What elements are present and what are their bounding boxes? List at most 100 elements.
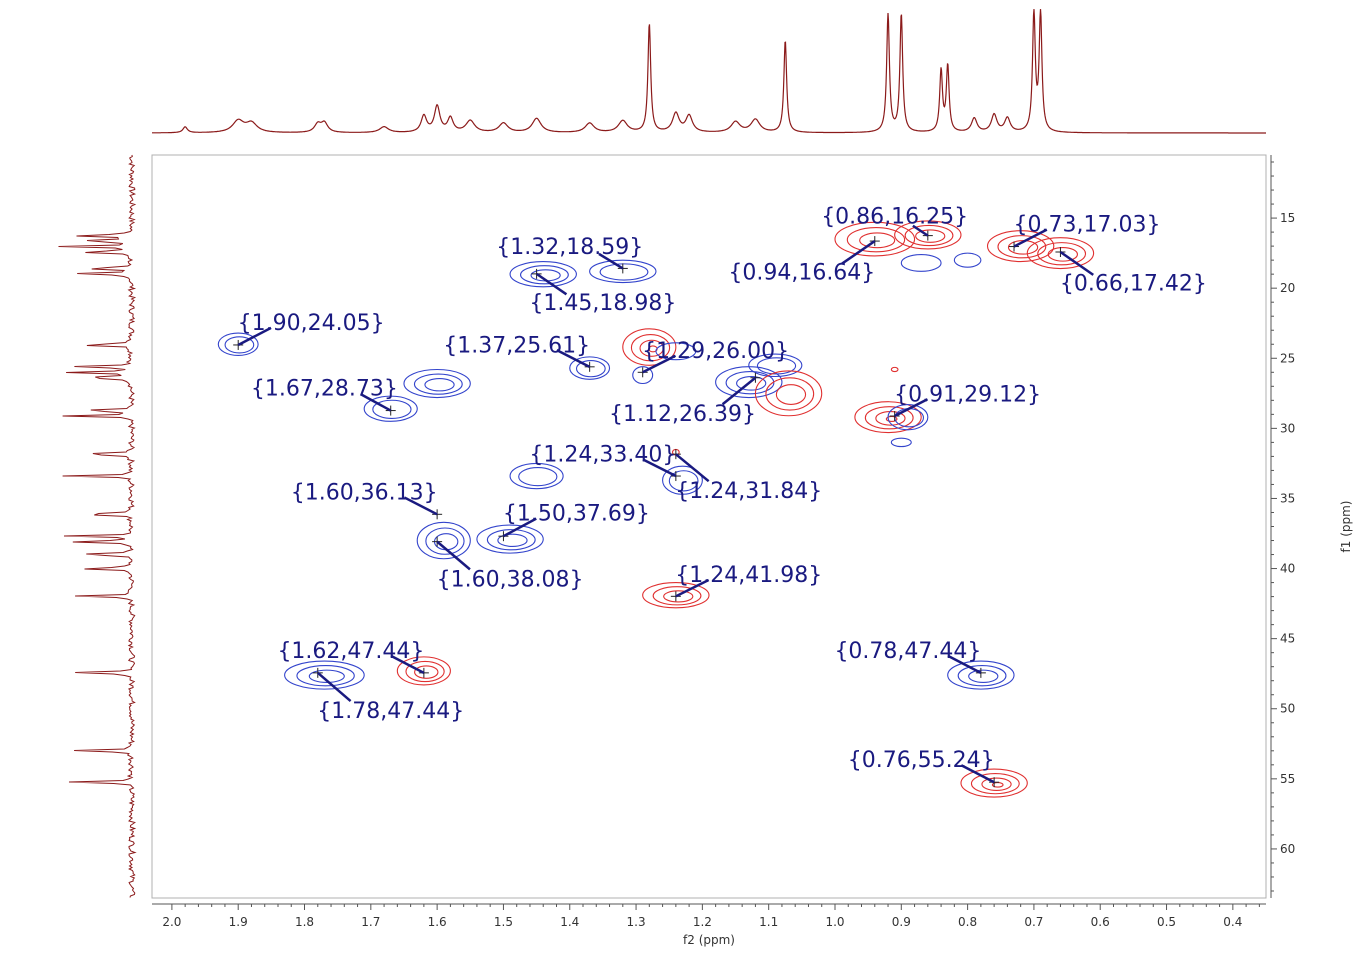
contour-positive <box>986 230 1055 263</box>
contour-negative <box>668 470 699 492</box>
peak-label: {1.62,47.44} <box>277 639 424 664</box>
x-tick-label: 1.8 <box>295 915 314 929</box>
x-axis: 2.0 1.9 1.8 1.7 1.6 1.5 1.4 1.3 1.2 1.1 1.0 0.9 0.8 0… <box>152 903 1266 929</box>
peak-leader <box>960 764 995 784</box>
contour-negative <box>284 660 365 690</box>
contour-negative <box>509 462 564 490</box>
contour-positive <box>997 235 1047 259</box>
f2-projection-trace <box>152 9 1266 134</box>
contour-positive <box>414 665 439 679</box>
contour-positive <box>904 224 954 247</box>
peak-leader <box>894 398 929 418</box>
contour-negative <box>416 521 471 560</box>
x-tick-label: 0.6 <box>1091 915 1110 929</box>
peak-label: {0.66,17.42} <box>1060 272 1207 297</box>
contour-positive <box>630 333 671 362</box>
peak-label: {1.24,33.40} <box>529 443 676 468</box>
contour-negative <box>900 253 942 272</box>
contour-negative <box>575 360 606 378</box>
x-tick-label: 1.0 <box>825 915 844 929</box>
x-tick-label: 1.3 <box>627 915 646 929</box>
contour-negative <box>599 263 649 281</box>
contour-negative <box>589 259 657 284</box>
contour-negative <box>887 403 929 431</box>
contour-positive <box>981 777 1012 791</box>
peak-label: {1.60,38.08} <box>437 567 584 592</box>
contour-negative <box>403 368 471 399</box>
peak-leader <box>675 578 710 598</box>
contour-positive <box>663 590 694 603</box>
contour-negative <box>756 357 797 375</box>
contour-positive <box>1037 242 1087 266</box>
contour-negative <box>476 524 544 554</box>
y-axis: 15 20 25 30 35 40 45 50 55 60 <box>1270 155 1295 898</box>
peak-leader <box>390 654 425 674</box>
contour-negative <box>509 260 577 288</box>
x-axis-title: f2 (ppm) <box>683 933 735 947</box>
peak-leader <box>1059 250 1094 276</box>
peak-leader <box>642 458 677 478</box>
contour-positive <box>834 221 916 257</box>
peak-label: {0.94,16.64} <box>728 260 875 285</box>
peak-leader <box>316 671 352 702</box>
x-tick-label: 1.6 <box>428 915 447 929</box>
contour-positive <box>405 660 445 683</box>
contour-positive <box>859 232 896 249</box>
contour-positive <box>960 768 1028 798</box>
contour-positive <box>639 339 664 357</box>
contour-negative <box>425 527 465 555</box>
peak-leader <box>403 496 438 516</box>
contour-positive <box>642 582 710 609</box>
contour-positive <box>1047 246 1078 262</box>
contour-negative <box>308 669 345 684</box>
contour-negative <box>372 399 412 419</box>
x-tick-label: 0.7 <box>1024 915 1043 929</box>
peak-leader <box>675 453 710 483</box>
peak-labels: {0.86,16.25} {0.94,16.64} {0.73,17.03} {0.6… <box>238 204 1207 773</box>
y-tick-label: 45 <box>1280 632 1295 646</box>
contour-negative <box>953 252 982 268</box>
peak-markers <box>233 224 1094 788</box>
peak-leader <box>721 376 757 406</box>
contour-positive <box>890 366 899 373</box>
peak-leader <box>912 224 929 237</box>
plot-frame <box>151 154 1267 899</box>
peak-label: {0.76,55.24} <box>848 748 995 773</box>
contour-negative <box>662 465 703 495</box>
contour-negative <box>413 373 463 395</box>
y-tick-label: 60 <box>1280 842 1295 856</box>
contour-positive <box>894 220 962 250</box>
peak-label: {1.67,28.73} <box>251 377 398 402</box>
contour-negative <box>655 342 697 361</box>
contour-negative <box>486 529 536 551</box>
y-axis-title: f1 (ppm) <box>1339 501 1353 553</box>
peak-label: {1.90,24.05} <box>238 311 385 336</box>
peak-leader <box>1013 228 1048 248</box>
contour-positive <box>854 401 922 434</box>
peak-label: {1.24,41.98} <box>675 563 822 588</box>
y-tick-label: 35 <box>1280 491 1295 505</box>
peak-leader <box>360 393 392 412</box>
peak-leader <box>598 252 624 270</box>
contour-negative <box>725 371 775 395</box>
x-tick-label: 0.8 <box>958 915 977 929</box>
peak-label: {1.78,47.44} <box>317 699 464 724</box>
contour-negative <box>224 336 255 354</box>
peak-label: {1.45,18.98} <box>529 291 676 316</box>
contour-negative <box>424 377 455 392</box>
peak-leader <box>947 654 982 674</box>
contour-negative <box>520 265 569 285</box>
contour-negative <box>296 665 355 687</box>
y-tick-label: 20 <box>1280 281 1295 295</box>
y-tick-label: 25 <box>1280 351 1295 365</box>
peak-leader <box>436 540 471 571</box>
x-tick-label: 1.9 <box>229 915 248 929</box>
x-tick-label: 2.0 <box>162 915 181 929</box>
x-tick-label: 1.5 <box>494 915 513 929</box>
peak-label: {0.91,29.12} <box>894 382 1041 407</box>
peak-leader <box>502 517 537 538</box>
x-tick-label: 0.9 <box>892 915 911 929</box>
peak-label: {0.86,16.25} <box>821 204 968 229</box>
contour-negative <box>217 332 259 357</box>
